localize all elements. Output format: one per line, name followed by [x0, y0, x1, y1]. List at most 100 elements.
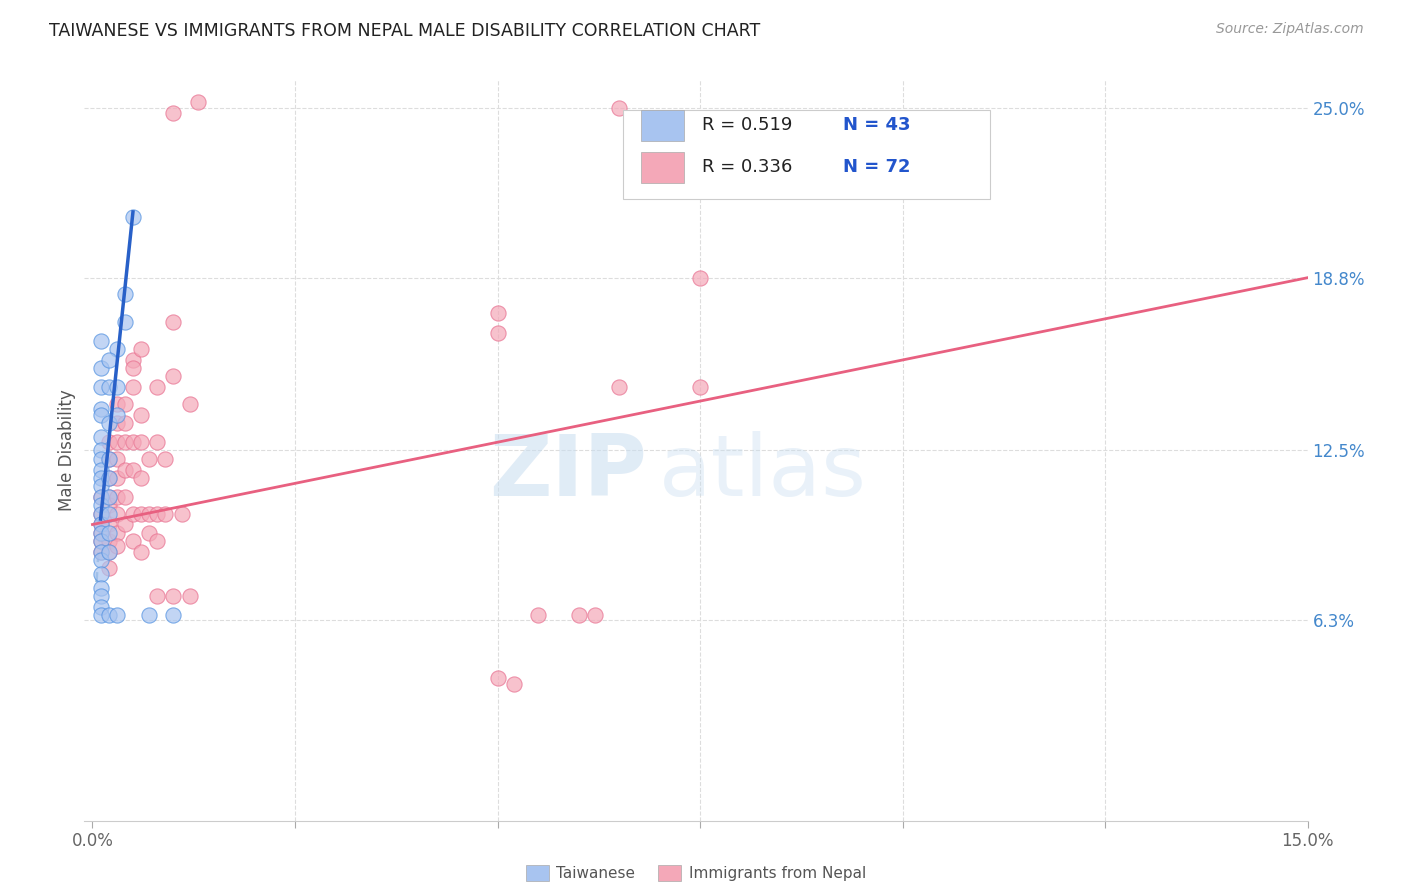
FancyBboxPatch shape — [641, 152, 683, 183]
Text: R = 0.336: R = 0.336 — [702, 158, 793, 177]
Point — [90, 408, 112, 422]
Point — [138, 451, 160, 466]
Point — [90, 361, 112, 376]
Point — [97, 607, 120, 622]
Point — [114, 517, 136, 532]
Point — [114, 287, 136, 301]
Point — [90, 525, 112, 540]
Point — [90, 581, 112, 595]
Point — [97, 451, 120, 466]
Point — [97, 507, 120, 521]
Point — [90, 589, 112, 603]
Point — [162, 589, 184, 603]
Point — [129, 507, 152, 521]
Point — [122, 380, 145, 394]
Point — [105, 540, 128, 554]
Point — [502, 676, 524, 690]
Point — [122, 507, 145, 521]
Point — [97, 471, 120, 485]
Point — [90, 566, 112, 581]
Point — [179, 397, 201, 411]
Point — [105, 435, 128, 450]
Point — [97, 490, 120, 504]
Point — [129, 545, 152, 559]
Point — [90, 607, 112, 622]
Text: ZIP: ZIP — [489, 431, 647, 514]
Point — [105, 471, 128, 485]
Text: TAIWANESE VS IMMIGRANTS FROM NEPAL MALE DISABILITY CORRELATION CHART: TAIWANESE VS IMMIGRANTS FROM NEPAL MALE … — [49, 22, 761, 40]
Point — [114, 463, 136, 477]
Point — [97, 471, 120, 485]
Point — [583, 607, 606, 622]
Point — [90, 533, 112, 548]
Point — [90, 507, 112, 521]
Point — [607, 101, 630, 115]
Text: R = 0.519: R = 0.519 — [702, 117, 793, 135]
Point — [97, 380, 120, 394]
Point — [114, 416, 136, 430]
Point — [155, 507, 177, 521]
Point — [90, 517, 112, 532]
Point — [97, 498, 120, 512]
Point — [105, 607, 128, 622]
Point — [162, 607, 184, 622]
Point — [105, 397, 128, 411]
Point — [146, 435, 169, 450]
Point — [122, 533, 145, 548]
Point — [90, 507, 112, 521]
FancyBboxPatch shape — [641, 110, 683, 141]
Point — [97, 561, 120, 575]
Point — [90, 599, 112, 614]
Point — [122, 211, 145, 225]
Point — [90, 533, 112, 548]
Point — [97, 517, 120, 532]
Point — [90, 525, 112, 540]
Point — [114, 435, 136, 450]
Text: Source: ZipAtlas.com: Source: ZipAtlas.com — [1216, 22, 1364, 37]
Point — [689, 380, 711, 394]
Point — [97, 353, 120, 368]
Point — [138, 607, 160, 622]
Point — [97, 416, 120, 430]
Point — [689, 270, 711, 285]
Point — [90, 517, 112, 532]
Point — [162, 315, 184, 329]
Point — [90, 553, 112, 567]
Point — [607, 380, 630, 394]
Point — [187, 95, 209, 110]
Point — [97, 490, 120, 504]
Point — [146, 507, 169, 521]
Point — [90, 490, 112, 504]
Point — [486, 671, 509, 685]
Point — [114, 315, 136, 329]
Point — [90, 490, 112, 504]
Point — [105, 507, 128, 521]
Point — [90, 545, 112, 559]
Point — [105, 416, 128, 430]
Point — [567, 607, 589, 622]
Point — [97, 545, 120, 559]
Point — [155, 451, 177, 466]
Point — [90, 471, 112, 485]
Point — [90, 430, 112, 444]
Point — [90, 545, 112, 559]
Text: N = 72: N = 72 — [842, 158, 910, 177]
Point — [90, 463, 112, 477]
Point — [527, 607, 550, 622]
Text: N = 43: N = 43 — [842, 117, 910, 135]
Point — [129, 408, 152, 422]
Text: atlas: atlas — [659, 431, 868, 514]
Point — [146, 589, 169, 603]
Point — [105, 525, 128, 540]
Y-axis label: Male Disability: Male Disability — [58, 390, 76, 511]
Point — [105, 380, 128, 394]
Point — [90, 451, 112, 466]
Point — [97, 533, 120, 548]
Point — [105, 342, 128, 356]
Point — [90, 334, 112, 348]
Point — [486, 306, 509, 320]
Point — [122, 353, 145, 368]
Point — [114, 490, 136, 504]
Point — [179, 589, 201, 603]
Point — [170, 507, 193, 521]
